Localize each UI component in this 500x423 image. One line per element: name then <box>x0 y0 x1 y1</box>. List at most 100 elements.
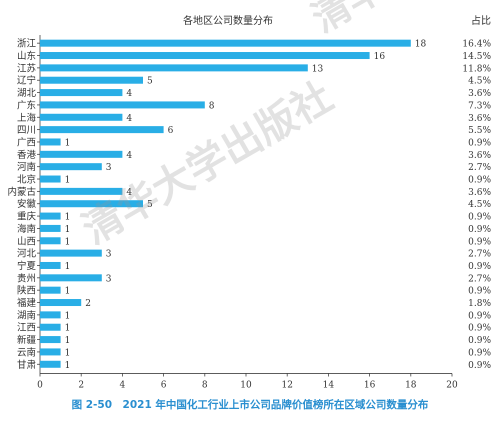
x-tick-label: 14 <box>323 380 335 390</box>
bar <box>40 249 102 257</box>
x-tick-label: 8 <box>202 380 208 390</box>
value-label: 1 <box>65 336 71 346</box>
bar <box>40 200 143 208</box>
percentage-label: 2.7% <box>468 250 491 260</box>
category-label: 湖北 <box>17 88 37 99</box>
category-label: 宁夏 <box>17 260 37 272</box>
x-tick-label: 6 <box>161 380 167 390</box>
x-tick-label: 12 <box>281 380 292 390</box>
bar <box>40 224 61 232</box>
bar <box>40 299 82 307</box>
bar <box>40 89 123 97</box>
pct-header: 占比 <box>471 14 491 27</box>
percentage-label: 0.9% <box>468 287 491 297</box>
bar <box>40 163 102 171</box>
bar <box>40 150 123 158</box>
bar <box>40 212 61 220</box>
bar <box>40 138 61 146</box>
category-label: 安徽 <box>17 198 37 210</box>
category-label: 北京 <box>17 174 36 186</box>
category-label: 新疆 <box>17 334 37 346</box>
value-label: 8 <box>209 101 215 111</box>
percentage-label: 0.9% <box>468 237 491 247</box>
percentage-label: 0.9% <box>468 225 491 235</box>
chart-title: 各地区公司数量分布 <box>183 14 273 27</box>
percentage-label: 0.9% <box>468 213 491 223</box>
percentage-label: 1.8% <box>468 299 491 309</box>
category-label: 福建 <box>17 297 37 309</box>
bar <box>40 126 164 134</box>
x-tick-label: 2 <box>78 380 84 390</box>
percentage-label: 0.9% <box>468 336 491 346</box>
value-label: 13 <box>312 64 324 74</box>
category-label: 浙江 <box>17 38 37 50</box>
bar <box>40 336 61 344</box>
value-label: 2 <box>85 299 91 309</box>
bar <box>40 101 205 109</box>
value-label: 1 <box>65 262 71 272</box>
percentage-label: 11.8% <box>462 64 491 74</box>
value-label: 1 <box>65 176 71 186</box>
category-label: 云南 <box>17 346 36 358</box>
percentage-label: 0.9% <box>468 176 491 186</box>
percentage-label: 4.5% <box>468 200 491 210</box>
percentage-label: 3.6% <box>468 151 491 161</box>
value-label: 16 <box>374 52 386 62</box>
bar <box>40 323 61 331</box>
percentage-label: 7.3% <box>468 101 491 111</box>
category-label: 河北 <box>17 248 37 260</box>
percentage-label: 0.9% <box>468 348 491 358</box>
category-label: 辽宁 <box>17 75 36 87</box>
category-label: 甘肃 <box>17 359 36 371</box>
value-label: 3 <box>106 274 112 284</box>
category-label: 广西 <box>17 136 36 148</box>
value-label: 1 <box>65 287 71 297</box>
bar <box>40 311 61 319</box>
value-label: 1 <box>65 311 71 321</box>
category-label: 陕西 <box>17 285 36 297</box>
value-label: 4 <box>126 151 132 161</box>
percentage-label: 0.9% <box>468 138 491 148</box>
percentage-label: 2.7% <box>468 163 491 173</box>
x-tick-label: 10 <box>240 380 252 390</box>
bar <box>40 175 61 183</box>
category-label: 贵州 <box>17 272 36 284</box>
bar <box>40 261 61 269</box>
category-label: 河南 <box>17 161 36 173</box>
percentage-label: 3.6% <box>468 89 491 99</box>
value-label: 3 <box>106 250 112 260</box>
bar <box>40 187 123 195</box>
category-label: 海南 <box>17 223 36 235</box>
value-label: 5 <box>147 77 153 87</box>
value-label: 1 <box>65 138 71 148</box>
category-label: 广东 <box>17 99 36 111</box>
value-label: 1 <box>65 348 71 358</box>
percentage-label: 0.9% <box>468 361 491 371</box>
category-label: 四川 <box>17 125 36 136</box>
percentage-label: 2.7% <box>468 274 491 284</box>
value-label: 4 <box>126 114 132 124</box>
x-tick-label: 16 <box>364 380 376 390</box>
percentage-label: 14.5% <box>462 52 491 62</box>
category-label: 山东 <box>17 50 36 62</box>
bar <box>40 64 308 72</box>
bar <box>40 76 143 84</box>
bar <box>40 274 102 282</box>
value-label: 6 <box>168 126 174 136</box>
bar <box>40 52 370 60</box>
percentage-label: 3.6% <box>468 114 491 124</box>
x-tick-label: 0 <box>37 380 43 390</box>
category-label: 江苏 <box>17 62 37 74</box>
percentage-label: 0.9% <box>468 262 491 272</box>
category-label: 香港 <box>17 149 37 161</box>
percentage-label: 0.9% <box>468 324 491 334</box>
bar <box>40 237 61 245</box>
value-label: 1 <box>65 361 71 371</box>
bar <box>40 113 123 121</box>
value-label: 1 <box>65 324 71 334</box>
bar <box>40 39 411 47</box>
value-label: 4 <box>126 89 132 99</box>
bar <box>40 348 61 356</box>
value-label: 4 <box>126 188 132 198</box>
percentage-label: 0.9% <box>468 311 491 321</box>
